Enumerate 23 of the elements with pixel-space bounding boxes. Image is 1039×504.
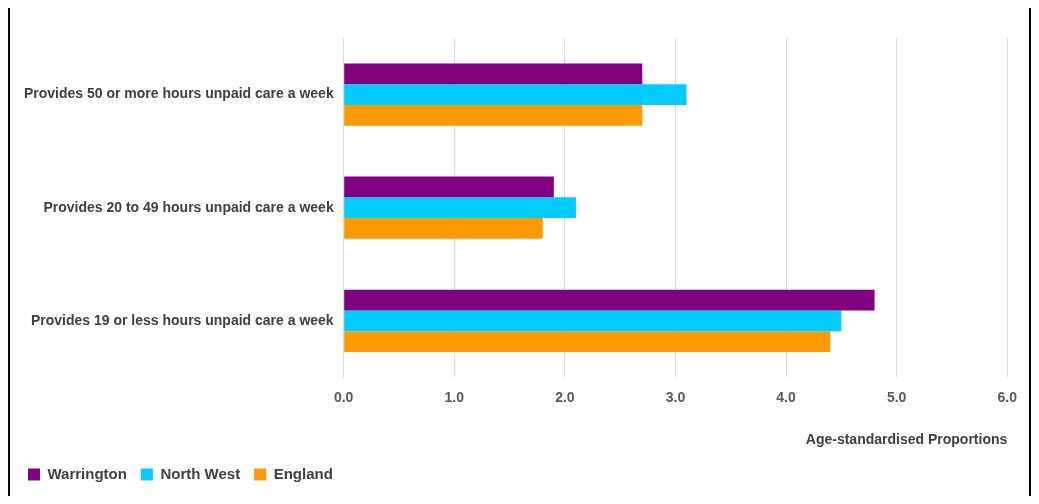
x-tick-label: 4.0 bbox=[776, 388, 797, 405]
legend-label: North West bbox=[160, 464, 241, 482]
y-tick-label: Provides 20 to 49 hours unpaid care a week bbox=[43, 198, 334, 215]
x-tick-label: 3.0 bbox=[665, 388, 686, 405]
legend-label: England bbox=[273, 464, 333, 482]
x-tick-label: 6.0 bbox=[997, 388, 1018, 405]
legend-label: Warrington bbox=[47, 464, 127, 482]
x-tick-label: 5.0 bbox=[886, 388, 907, 405]
bar bbox=[344, 197, 576, 219]
bar bbox=[344, 176, 554, 198]
x-tick-label: 0.0 bbox=[333, 388, 354, 405]
x-tick-label: 1.0 bbox=[444, 388, 465, 405]
y-tick-label: Provides 50 or more hours unpaid care a week bbox=[23, 85, 334, 102]
bar bbox=[344, 63, 643, 85]
bar bbox=[344, 331, 831, 352]
bar bbox=[344, 84, 687, 105]
x-tick-label: 2.0 bbox=[555, 388, 575, 405]
bar bbox=[344, 218, 543, 239]
bar bbox=[344, 289, 875, 311]
bar bbox=[344, 310, 842, 332]
bar bbox=[344, 104, 643, 126]
x-axis-title: Age-standardised Proportions bbox=[805, 431, 1008, 448]
y-tick-label: Provides 19 or less hours unpaid care a week bbox=[30, 311, 334, 328]
